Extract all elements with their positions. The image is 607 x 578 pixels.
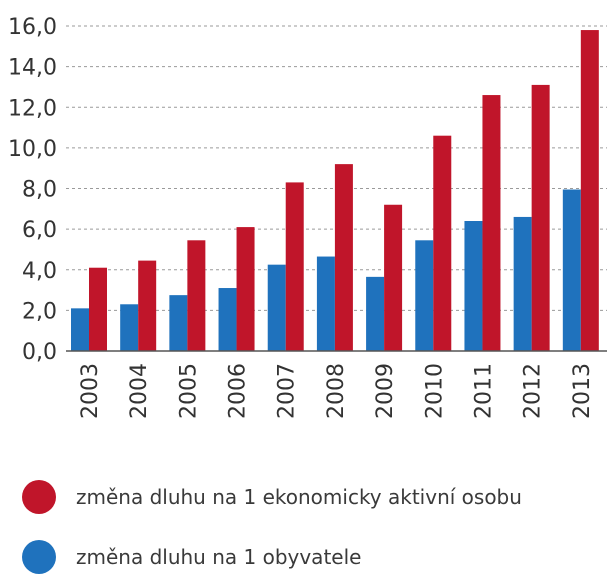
x-tick-label: 2007 — [275, 363, 300, 419]
legend-item-obyvatele: změna dluhu na 1 obyvatele — [22, 536, 522, 578]
bar-ekonomicky-aktivni — [236, 227, 255, 351]
bars — [71, 30, 599, 351]
legend-item-ekonomicky-aktivni: změna dluhu na 1 ekonomicky aktivní osob… — [22, 476, 522, 518]
bar-chart: 0,0 2,0 4,0 6,0 8,0 10,0 12,0 14,0 16,0 2003 2004… — [8, 15, 607, 419]
y-tick-label: 0,0 — [22, 340, 57, 365]
bar-ekonomicky-aktivni — [285, 182, 304, 351]
x-tick-label: 2009 — [373, 363, 398, 419]
bar-ekonomicky-aktivni — [433, 135, 452, 351]
y-tick-label: 4,0 — [22, 259, 57, 284]
y-tick-label: 12,0 — [8, 96, 57, 121]
x-tick-label: 2013 — [570, 363, 595, 419]
x-tick-label: 2004 — [127, 363, 152, 419]
bar-obyvatele — [562, 189, 581, 351]
x-tick-label: 2003 — [78, 363, 103, 419]
bar-ekonomicky-aktivni — [138, 260, 157, 351]
y-axis-ticks: 0,0 2,0 4,0 6,0 8,0 10,0 12,0 14,0 16,0 — [8, 15, 57, 365]
y-tick-label: 14,0 — [8, 56, 57, 81]
bar-obyvatele — [464, 221, 483, 351]
bar-obyvatele — [120, 304, 139, 351]
legend: změna dluhu na 1 ekonomicky aktivní osob… — [22, 476, 522, 578]
y-tick-label: 6,0 — [22, 218, 57, 243]
x-tick-label: 2006 — [226, 363, 251, 419]
bar-obyvatele — [218, 288, 237, 351]
bar-obyvatele — [169, 295, 188, 351]
legend-swatch-red — [22, 480, 56, 514]
y-tick-label: 8,0 — [22, 178, 57, 203]
x-tick-label: 2005 — [176, 363, 201, 419]
y-tick-label: 10,0 — [8, 137, 57, 162]
x-tick-label: 2012 — [521, 363, 546, 419]
bar-ekonomicky-aktivni — [580, 30, 599, 351]
bar-obyvatele — [513, 216, 532, 351]
legend-swatch-blue — [22, 540, 56, 574]
bar-ekonomicky-aktivni — [89, 267, 107, 351]
bar-obyvatele — [415, 240, 434, 351]
bar-obyvatele — [316, 256, 335, 351]
x-tick-label: 2011 — [471, 363, 496, 419]
x-tick-label: 2008 — [324, 363, 349, 419]
bar-obyvatele — [71, 308, 89, 351]
x-tick-label: 2010 — [422, 363, 447, 419]
legend-label: změna dluhu na 1 ekonomicky aktivní osob… — [76, 485, 522, 509]
bar-obyvatele — [366, 276, 385, 351]
bar-obyvatele — [267, 264, 286, 351]
bar-ekonomicky-aktivni — [384, 204, 403, 351]
bar-ekonomicky-aktivni — [187, 240, 206, 351]
bar-ekonomicky-aktivni — [334, 164, 353, 351]
x-axis-ticks: 2003 2004 2005 2006 2007 2008 2009 2010 2011 2012… — [78, 363, 595, 419]
legend-label: změna dluhu na 1 obyvatele — [76, 545, 362, 569]
y-tick-label: 16,0 — [8, 15, 57, 40]
y-tick-label: 2,0 — [22, 299, 57, 324]
bar-ekonomicky-aktivni — [531, 84, 550, 351]
bar-ekonomicky-aktivni — [482, 95, 501, 351]
